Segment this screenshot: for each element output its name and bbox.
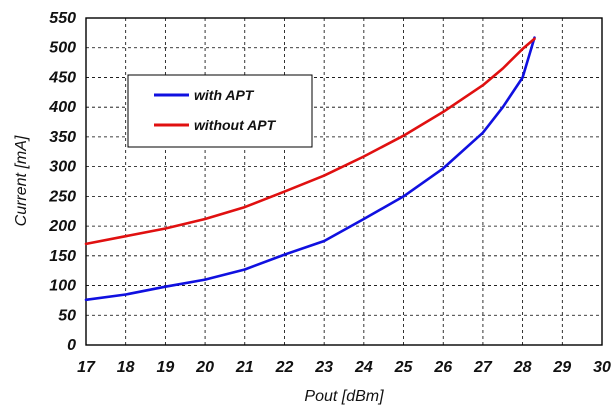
x-axis-label: Pout [dBm] — [304, 388, 384, 405]
tick-labels: 17 18 19 20 21 22 23 24 25 26 27 28 29 30050100150200… — [48, 10, 611, 376]
y-tick-label: 550 — [49, 10, 76, 27]
x-tick-label: 24 — [354, 359, 373, 376]
y-tick-label: 400 — [48, 99, 76, 116]
series-line-without-apt — [84, 37, 536, 246]
legend-label-with-apt: with APT — [194, 87, 255, 103]
y-tick-label: 50 — [58, 307, 76, 324]
x-tick-label: 27 — [473, 359, 493, 376]
x-tick-label: 26 — [433, 359, 452, 376]
x-tick-label: 29 — [552, 359, 571, 376]
legend-label-without-apt: without APT — [194, 117, 277, 133]
x-tick-label: 18 — [117, 359, 135, 376]
y-tick-label: 100 — [49, 278, 76, 295]
x-tick-label: 22 — [275, 359, 294, 376]
x-tick-label: 20 — [195, 359, 214, 376]
y-tick-label: 250 — [48, 188, 76, 205]
legend: with APT without APT — [127, 74, 313, 148]
x-tick-label: 25 — [394, 359, 414, 376]
x-tick-label: 23 — [314, 359, 333, 376]
data-series — [84, 36, 536, 302]
x-tick-label: 21 — [235, 359, 254, 376]
x-tick-label: 19 — [156, 359, 174, 376]
y-tick-label: 450 — [48, 69, 76, 86]
series-line-with-apt — [84, 36, 536, 302]
y-tick-label: 350 — [49, 129, 76, 146]
x-tick-label: 28 — [513, 359, 532, 376]
y-tick-label: 500 — [49, 40, 76, 57]
x-tick-label: 30 — [593, 359, 611, 376]
y-tick-label: 300 — [49, 159, 76, 176]
x-tick-label: 17 — [77, 359, 96, 376]
y-tick-label: 200 — [48, 218, 76, 235]
y-axis-label: Current [mA] — [13, 135, 30, 226]
y-tick-label: 0 — [67, 337, 76, 354]
y-tick-label: 150 — [49, 248, 76, 265]
plot-area — [85, 17, 603, 346]
legend-box — [127, 74, 313, 148]
